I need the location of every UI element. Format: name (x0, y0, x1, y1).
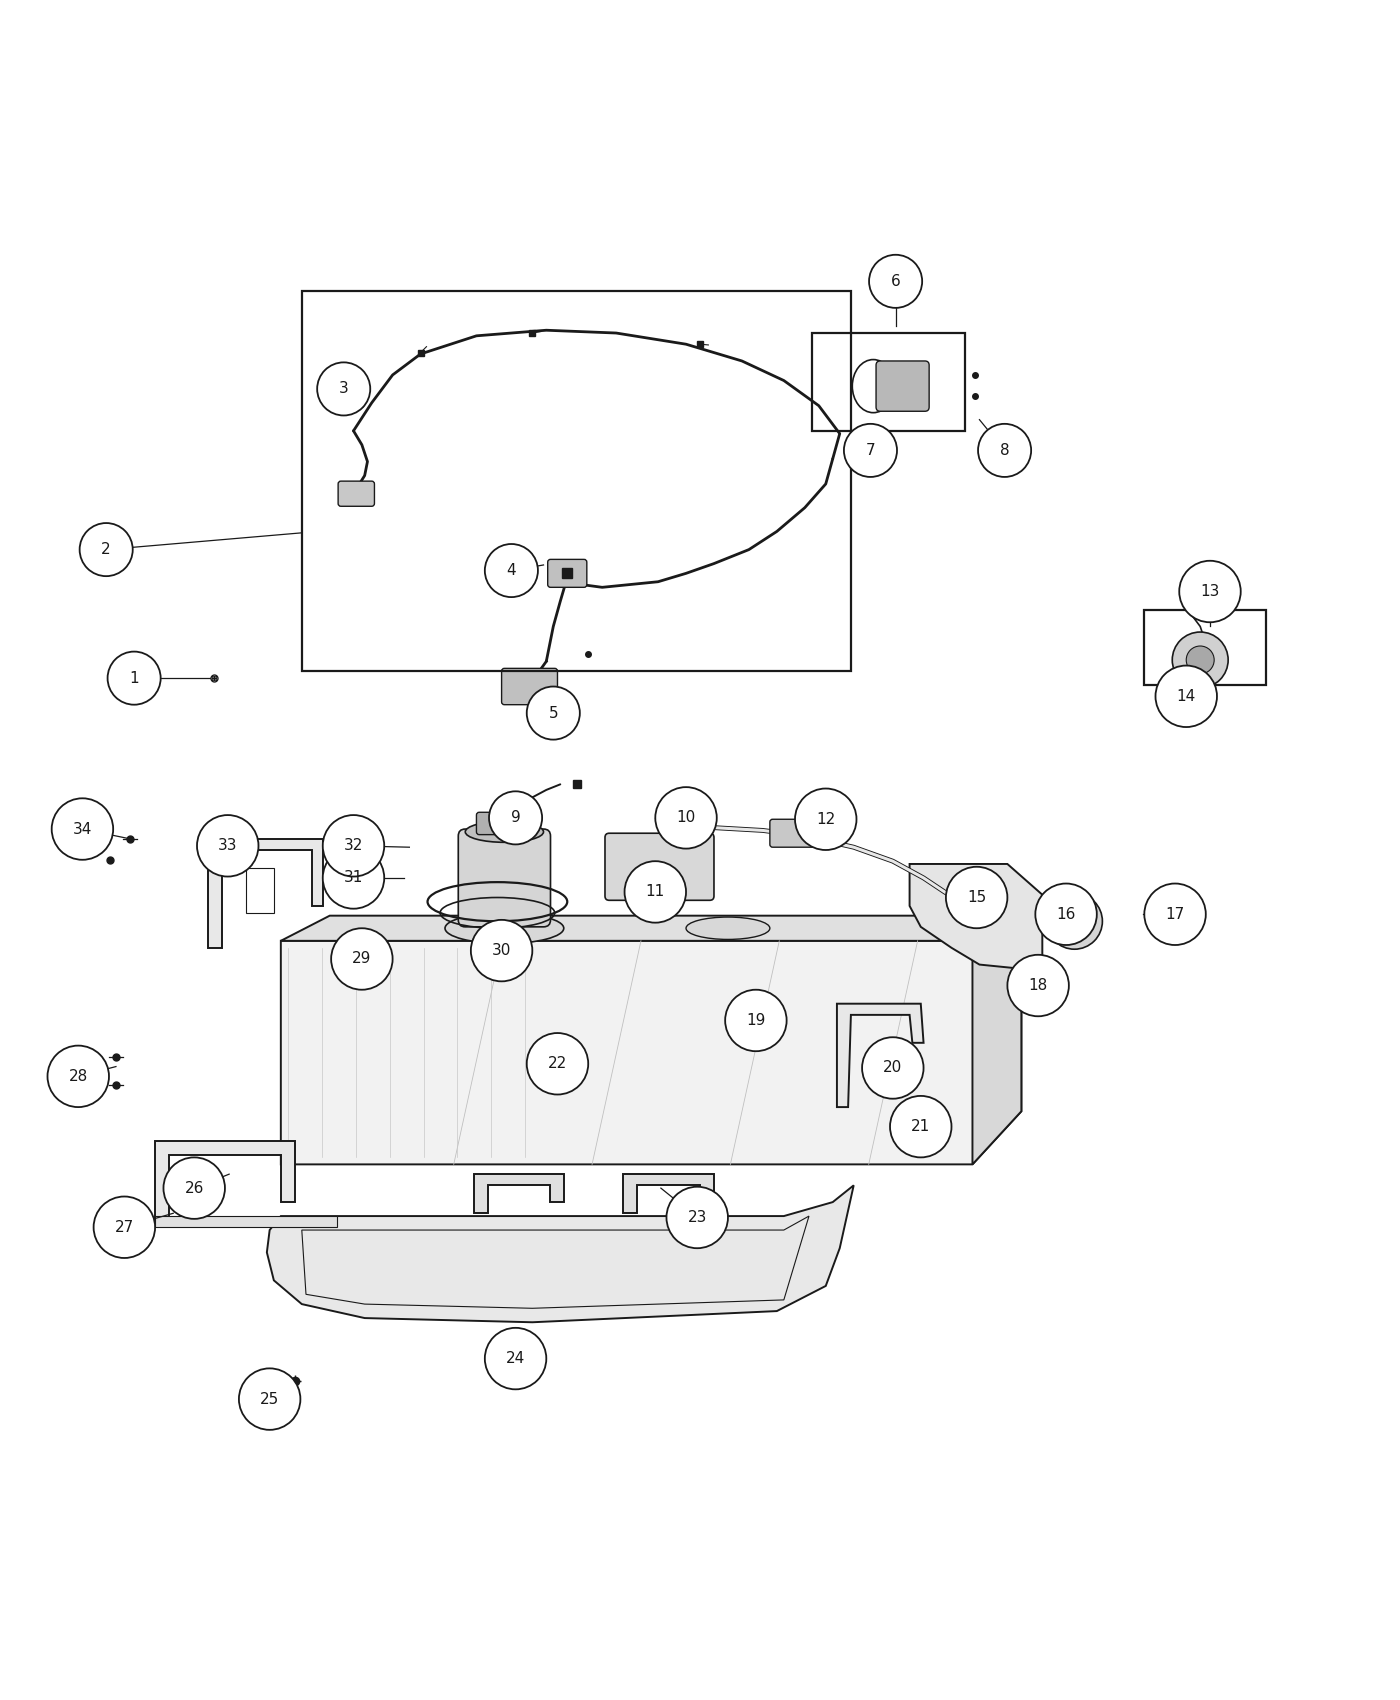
Ellipse shape (465, 821, 543, 842)
Text: 9: 9 (511, 811, 521, 826)
Text: 29: 29 (353, 952, 371, 967)
Text: 23: 23 (687, 1210, 707, 1226)
Polygon shape (281, 916, 1022, 940)
Circle shape (862, 1037, 924, 1098)
Text: 27: 27 (115, 1221, 134, 1234)
Circle shape (869, 255, 923, 308)
FancyBboxPatch shape (501, 668, 557, 706)
Text: 3: 3 (339, 381, 349, 396)
Circle shape (1179, 561, 1240, 622)
FancyBboxPatch shape (476, 813, 532, 835)
Circle shape (239, 1368, 301, 1430)
Polygon shape (973, 916, 1022, 1164)
Circle shape (666, 1187, 728, 1248)
Circle shape (80, 524, 133, 576)
Text: 8: 8 (1000, 444, 1009, 457)
Circle shape (526, 687, 580, 740)
FancyBboxPatch shape (547, 559, 587, 586)
Text: 4: 4 (507, 563, 517, 578)
Circle shape (164, 1158, 225, 1219)
Circle shape (526, 1034, 588, 1095)
Polygon shape (473, 1175, 564, 1214)
Text: 2: 2 (101, 542, 111, 558)
Circle shape (795, 789, 857, 850)
Bar (246, 869, 274, 913)
Ellipse shape (686, 916, 770, 940)
Circle shape (323, 814, 384, 877)
Polygon shape (281, 940, 1022, 1165)
Circle shape (489, 790, 542, 845)
FancyBboxPatch shape (339, 481, 374, 507)
Bar (1144, 610, 1266, 685)
Circle shape (197, 814, 259, 877)
Circle shape (655, 787, 717, 848)
Circle shape (725, 989, 787, 1051)
Text: 15: 15 (967, 891, 986, 904)
Circle shape (890, 1096, 952, 1158)
Bar (812, 333, 966, 430)
Circle shape (624, 862, 686, 923)
Circle shape (318, 362, 370, 415)
Text: 12: 12 (816, 813, 836, 826)
Text: 24: 24 (505, 1352, 525, 1367)
Text: 30: 30 (491, 944, 511, 959)
Text: 19: 19 (746, 1013, 766, 1028)
Circle shape (48, 1046, 109, 1107)
Text: 28: 28 (69, 1069, 88, 1085)
Text: 5: 5 (549, 706, 559, 721)
Circle shape (1036, 884, 1096, 945)
Text: 22: 22 (547, 1056, 567, 1071)
Bar (302, 291, 851, 672)
Ellipse shape (445, 913, 564, 944)
Text: 11: 11 (645, 884, 665, 899)
Bar (155, 1216, 337, 1227)
Text: 6: 6 (890, 274, 900, 289)
Text: 20: 20 (883, 1061, 903, 1076)
Text: 34: 34 (73, 821, 92, 836)
Text: 7: 7 (865, 444, 875, 457)
FancyBboxPatch shape (770, 819, 815, 847)
Text: 33: 33 (218, 838, 238, 853)
Polygon shape (267, 1185, 854, 1323)
Text: 31: 31 (344, 870, 363, 886)
Circle shape (484, 544, 538, 597)
Circle shape (323, 847, 384, 910)
Polygon shape (155, 1141, 295, 1227)
Text: 26: 26 (185, 1180, 204, 1195)
Circle shape (1008, 955, 1068, 1017)
FancyBboxPatch shape (458, 830, 550, 927)
FancyBboxPatch shape (605, 833, 714, 901)
Text: 10: 10 (676, 811, 696, 826)
Text: 14: 14 (1176, 688, 1196, 704)
Text: 17: 17 (1165, 906, 1184, 921)
Polygon shape (209, 838, 323, 949)
Circle shape (1186, 646, 1214, 673)
Text: 25: 25 (260, 1392, 279, 1406)
FancyBboxPatch shape (876, 360, 930, 411)
Circle shape (1047, 892, 1102, 949)
Polygon shape (910, 864, 1043, 969)
Circle shape (52, 799, 113, 860)
Text: 21: 21 (911, 1119, 931, 1134)
Polygon shape (837, 1003, 924, 1107)
Polygon shape (623, 1175, 714, 1214)
Circle shape (1172, 632, 1228, 688)
Circle shape (94, 1197, 155, 1258)
Text: 32: 32 (344, 838, 363, 853)
Text: 16: 16 (1057, 906, 1075, 921)
Circle shape (332, 928, 392, 989)
Circle shape (844, 423, 897, 478)
Text: 1: 1 (129, 670, 139, 685)
Circle shape (470, 920, 532, 981)
Circle shape (484, 1328, 546, 1389)
Circle shape (1060, 908, 1088, 935)
Circle shape (946, 867, 1008, 928)
Text: 13: 13 (1200, 585, 1219, 598)
Text: 18: 18 (1029, 977, 1047, 993)
Circle shape (979, 423, 1032, 478)
Circle shape (108, 651, 161, 706)
Circle shape (1155, 666, 1217, 728)
Circle shape (1144, 884, 1205, 945)
